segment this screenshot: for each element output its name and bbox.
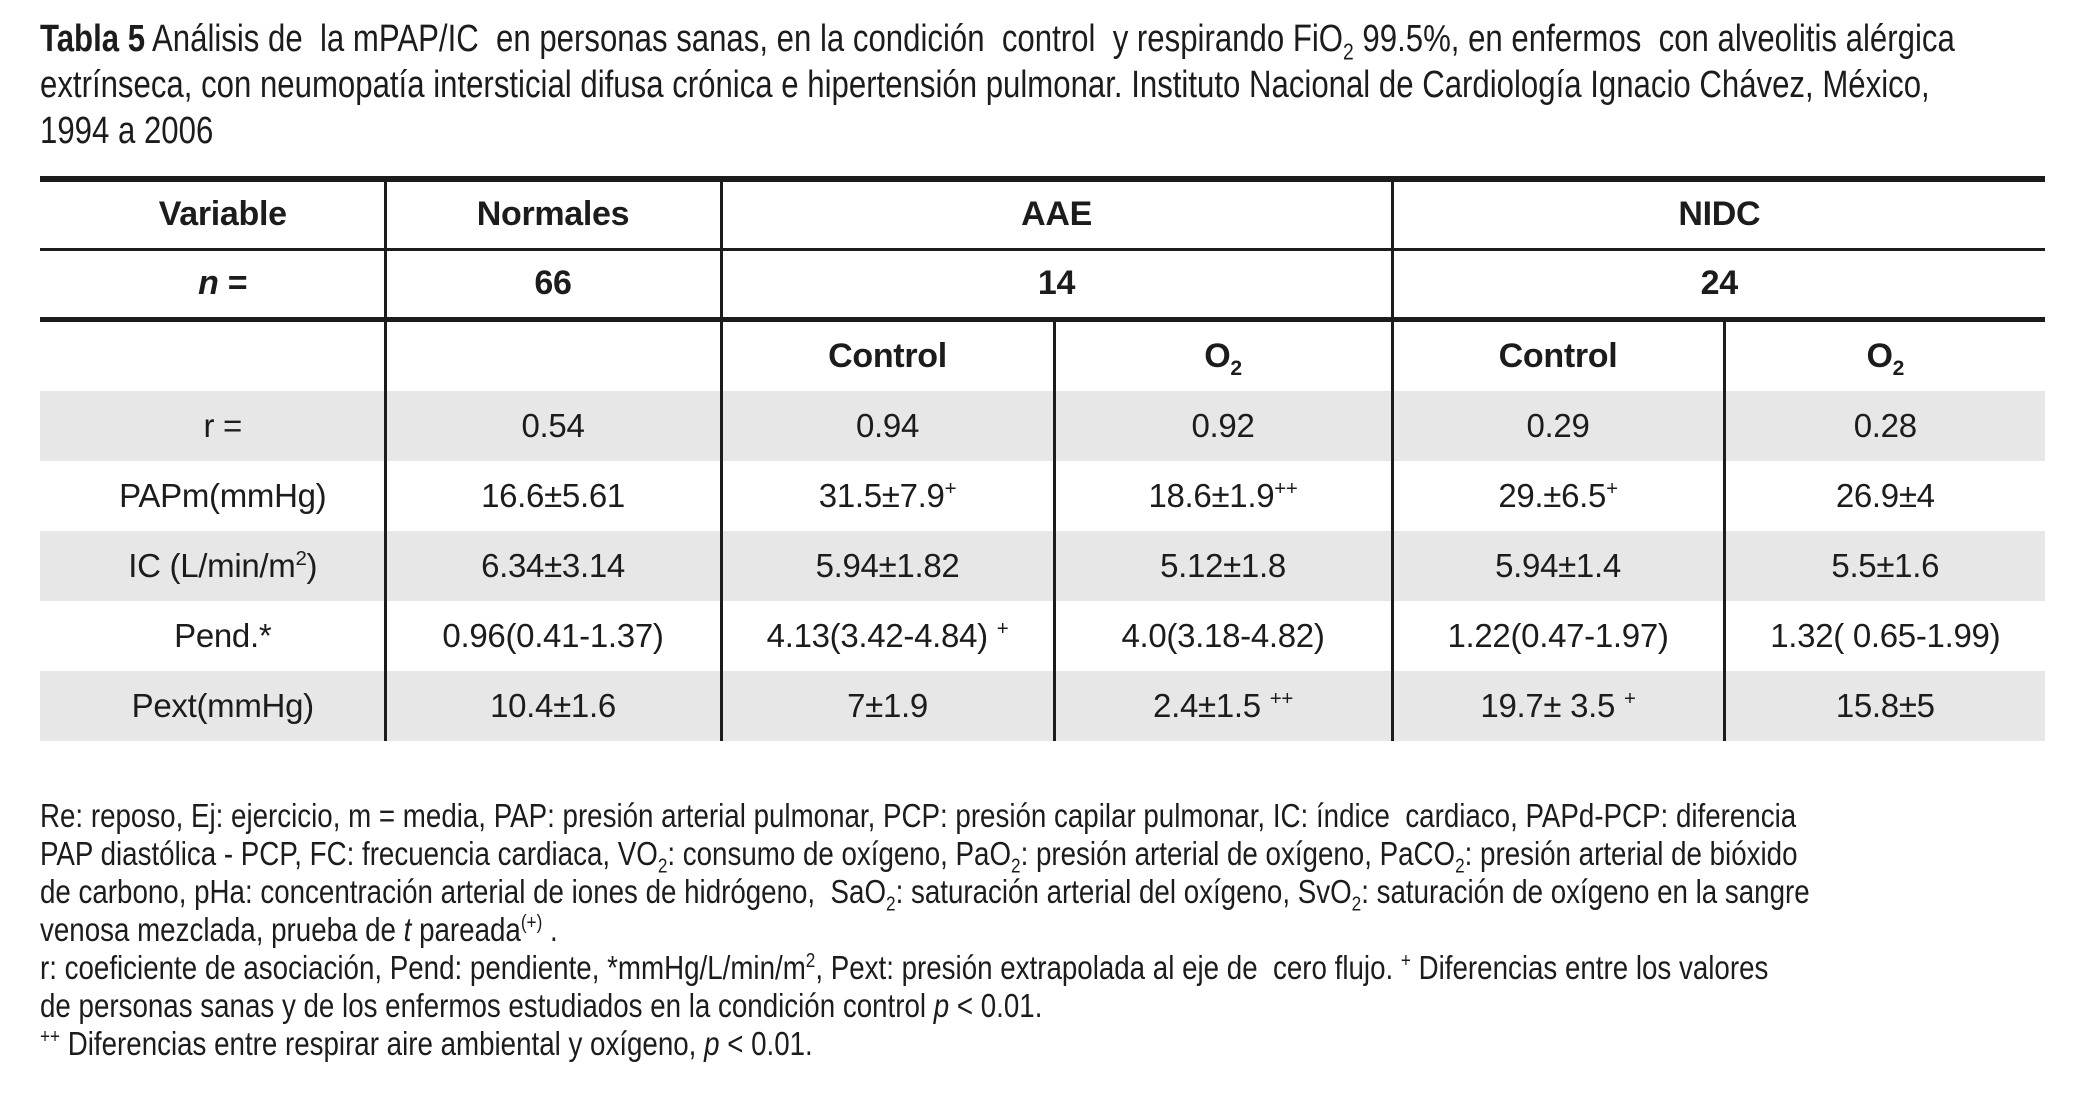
table-cell: 5.12±1.8 [1054, 531, 1394, 601]
col-header-nidc: NIDC [1392, 179, 2046, 251]
footnote-line: r: coeficiente de asociación, Pend: pend… [40, 949, 1769, 986]
table-row-pend: Pend.* 0.96(0.41-1.37) 4.13(3.42-4.84) +… [40, 601, 2045, 671]
table-row-pext: Pext(mmHg) 10.4±1.6 7±1.9 2.4±1.5 ++ 19.… [40, 671, 2046, 741]
table-row-ic: IC (L/min/m2) 6.34±3.14 5.94±1.82 5.12±1… [40, 531, 2046, 601]
footnote-line: de carbono, pHa: concentración arterial … [40, 873, 1810, 916]
table-cell: 2.4±1.5 ++ [1054, 671, 1394, 741]
empty-cell [385, 319, 723, 391]
table-row-papm: PAPm(mmHg) 16.6±5.61 31.5±7.9+ 18.6±1.9+… [40, 461, 2045, 531]
table-caption: Tabla 5 Análisis de la mPAP/IC en person… [40, 16, 2079, 154]
n-label: n = [40, 249, 387, 322]
caption-line: extrínseca, con neumopatía intersticial … [40, 64, 1930, 106]
col-header-o2-aae: O2 [1054, 319, 1394, 391]
table-cell: 0.94 [721, 391, 1056, 461]
table-cell: 7±1.9 [721, 671, 1056, 741]
table-cell: 29.±6.5+ [1392, 461, 1726, 531]
row-label: IC (L/min/m2) [40, 531, 387, 601]
col-header-control-nidc: Control [1392, 319, 1726, 391]
footnote-line: PAP diastólica - PCP, FC: frecuencia car… [40, 835, 1798, 878]
col-header-aae: AAE [721, 179, 1394, 251]
table-cell: 19.7± 3.5 + [1392, 671, 1726, 741]
header-row-conditions: Control O2 Control O2 [40, 319, 2045, 391]
table-cell: 6.34±3.14 [385, 531, 723, 601]
table-cell: 0.29 [1392, 391, 1726, 461]
table-cell: 5.94±1.4 [1392, 531, 1726, 601]
caption-line: Tabla 5 Análisis de la mPAP/IC en person… [40, 18, 1955, 65]
col-header-normales: Normales [385, 179, 723, 251]
table-cell: 26.9±4 [1835, 477, 1935, 514]
n-aae: 14 [721, 249, 1394, 322]
table-cell: 15.8±5 [1724, 671, 2046, 741]
footnote-line: ++ Diferencias entre respirar aire ambie… [40, 1025, 813, 1062]
col-header-control-aae: Control [721, 319, 1056, 391]
table-cell: 31.5±7.9+ [721, 461, 1056, 531]
n-normales: 66 [385, 249, 723, 322]
n-nidc: 24 [1392, 249, 2046, 322]
table-cell: 1.22(0.47-1.97) [1392, 601, 1726, 671]
table-cell: 0.54 [385, 391, 723, 461]
footnote-line: de personas sanas y de los enfermos estu… [40, 987, 1043, 1024]
row-label: PAPm(mmHg) [40, 461, 387, 531]
table-cell: 0.28 [1724, 391, 2046, 461]
row-label: Pend.* [40, 601, 387, 671]
table-cell: 0.92 [1054, 391, 1394, 461]
table-cell: 10.4±1.6 [385, 671, 723, 741]
table-footnotes: Re: reposo, Ej: ejercicio, m = media, PA… [40, 797, 2079, 1063]
row-label: r = [40, 391, 387, 461]
table-cell: 16.6±5.61 [385, 461, 723, 531]
header-row-groups: Variable Normales AAE NIDC [40, 179, 2046, 251]
table-row-r: r = 0.54 0.94 0.92 0.29 0.28 [40, 391, 2046, 461]
caption-line: 1994 a 2006 [40, 110, 214, 152]
table-cell: 0.96(0.41-1.37) [385, 601, 723, 671]
table-cell: 1.32( 0.65-1.99) [1770, 617, 2001, 654]
results-table: Variable Normales AAE NIDC n = 66 14 24 … [40, 176, 2046, 741]
table-cell: 4.13(3.42-4.84) + [721, 601, 1056, 671]
col-header-o2-nidc: O2 [1866, 336, 1905, 380]
empty-cell [40, 319, 387, 391]
table-cell: 5.94±1.82 [721, 531, 1056, 601]
document-page: Tabla 5 Análisis de la mPAP/IC en person… [40, 16, 2079, 1063]
footnote-line: Re: reposo, Ej: ejercicio, m = media, PA… [40, 797, 1797, 834]
header-row-n: n = 66 14 24 [40, 249, 2046, 322]
table-cell: 18.6±1.9++ [1054, 461, 1394, 531]
table-cell: 5.5±1.6 [1724, 531, 2046, 601]
row-label: Pext(mmHg) [40, 671, 387, 741]
table-cell: 4.0(3.18-4.82) [1054, 601, 1394, 671]
col-header-variable: Variable [40, 179, 387, 251]
footnote-line: venosa mezclada, prueba de t pareada(+) … [40, 911, 558, 948]
